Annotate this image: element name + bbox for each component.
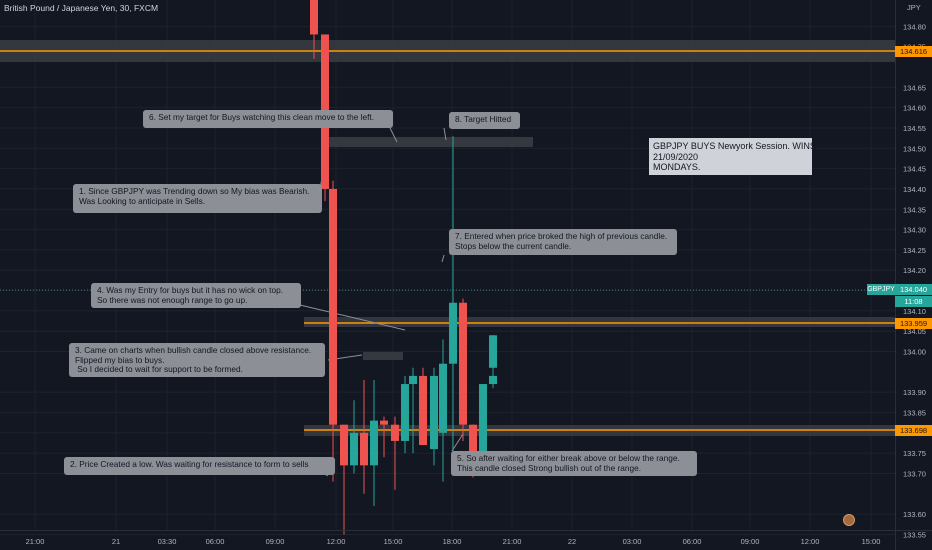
price-tick-label: 134.50 xyxy=(903,144,926,153)
bear-candle xyxy=(340,424,348,466)
price-tick-label: 134.80 xyxy=(903,22,926,31)
callout-pointer xyxy=(451,433,464,452)
price-tick-label: 134.20 xyxy=(903,266,926,275)
price-tick-label: 134.65 xyxy=(903,83,926,92)
bear-candle xyxy=(419,375,427,446)
price-tick-label: 133.75 xyxy=(903,449,926,458)
annotation-note-5[interactable]: 5. So after waiting for either break abo… xyxy=(451,451,697,476)
bear-candle xyxy=(329,188,337,425)
time-tick-label: 15:00 xyxy=(862,537,881,546)
bear-candle xyxy=(380,420,388,425)
price-tick-label: 134.30 xyxy=(903,226,926,235)
price-tick-label: 133.55 xyxy=(903,530,926,539)
callout-pointer xyxy=(443,127,447,141)
price-tick-label: 134.35 xyxy=(903,205,926,214)
callout-pointer xyxy=(389,127,398,143)
bear-candle xyxy=(459,302,467,425)
symbol-title[interactable]: British Pound / Japanese Yen, 30, FXCM xyxy=(4,3,159,13)
time-tick-label: 21 xyxy=(112,537,120,546)
resistance-mini-zone xyxy=(363,352,403,360)
bull-candle xyxy=(439,363,447,433)
price-tick-label: 134.00 xyxy=(903,348,926,357)
bear-candle xyxy=(391,424,399,441)
bull-candle xyxy=(489,375,497,385)
annotation-note-1[interactable]: 1. Since GBPJPY was Trending down so My … xyxy=(73,184,322,213)
support-bottom-price-tag: 133.698 xyxy=(895,425,932,436)
bear-candle xyxy=(360,432,368,466)
current-price-tag: 134.040 xyxy=(895,284,932,295)
price-tick-label: 134.05 xyxy=(903,327,926,336)
time-tick-label: 09:00 xyxy=(741,537,760,546)
info-line-1: GBPJPY BUYS Newyork Session. WINS xyxy=(653,141,816,151)
bull-candle xyxy=(489,335,497,368)
price-tick-label: 133.85 xyxy=(903,409,926,418)
time-tick-label: 21:00 xyxy=(26,537,45,546)
currency-label: JPY xyxy=(907,3,921,12)
countdown-tag: 11:08 xyxy=(895,296,932,307)
bull-candle xyxy=(449,302,457,364)
callout-pointer xyxy=(299,304,406,331)
support-top-price-tag: 133.959 xyxy=(895,318,932,329)
time-tick-label: 15:00 xyxy=(384,537,403,546)
annotation-note-6[interactable]: 6. Set my target for Buys watching this … xyxy=(143,110,393,128)
price-tick-label: 134.25 xyxy=(903,246,926,255)
annotation-note-3[interactable]: 3. Came on charts when bullish candle cl… xyxy=(69,343,325,377)
target-zone xyxy=(328,137,533,147)
annotation-note-8[interactable]: 8. Target Hitted xyxy=(449,112,520,129)
time-tick-label: 21:00 xyxy=(503,537,522,546)
info-line-3: MONDAYS. xyxy=(653,162,701,172)
time-tick-label: 03:30 xyxy=(158,537,177,546)
annotation-note-2[interactable]: 2. Price Created a low. Was waiting for … xyxy=(64,457,335,475)
bull-candle xyxy=(430,375,438,450)
time-tick-label: 22 xyxy=(568,537,576,546)
time-tick-label: 12:00 xyxy=(801,537,820,546)
bear-candle xyxy=(469,424,477,466)
trade-info-box[interactable]: GBPJPY BUYS Newyork Session. WINS 21/09/… xyxy=(649,138,816,175)
bull-candle xyxy=(409,375,417,385)
support-zone-top xyxy=(304,317,895,327)
symbol-badge: GBPJPY xyxy=(867,284,895,295)
price-tick-label: 134.60 xyxy=(903,104,926,113)
time-tick-label: 09:00 xyxy=(266,537,285,546)
time-tick-label: 06:00 xyxy=(206,537,225,546)
time-tick-label: 06:00 xyxy=(683,537,702,546)
info-line-2: 21/09/2020 xyxy=(653,151,699,162)
bull-candle xyxy=(350,432,358,466)
bull-candle xyxy=(401,384,409,441)
price-tick-label: 134.40 xyxy=(903,185,926,194)
resistance-price-tag: 134.616 xyxy=(895,46,932,57)
price-tick-label: 134.55 xyxy=(903,124,926,133)
time-tick-label: 12:00 xyxy=(327,537,346,546)
price-tick-label: 134.10 xyxy=(903,307,926,316)
price-tick-label: 133.60 xyxy=(903,510,926,519)
bear-candle xyxy=(310,0,318,35)
annotation-note-4[interactable]: 4. Was my Entry for buys but it has no w… xyxy=(91,283,301,308)
price-tick-label: 134.45 xyxy=(903,165,926,174)
tradingview-logo-icon[interactable] xyxy=(843,514,855,526)
price-tick-label: 133.90 xyxy=(903,388,926,397)
bull-candle xyxy=(370,420,378,466)
callout-pointer xyxy=(441,254,445,263)
annotation-note-7[interactable]: 7. Entered when price broked the high of… xyxy=(449,229,677,255)
time-tick-label: 03:00 xyxy=(623,537,642,546)
time-tick-label: 18:00 xyxy=(443,537,462,546)
price-tick-label: 133.70 xyxy=(903,469,926,478)
bull-candle xyxy=(479,384,487,462)
